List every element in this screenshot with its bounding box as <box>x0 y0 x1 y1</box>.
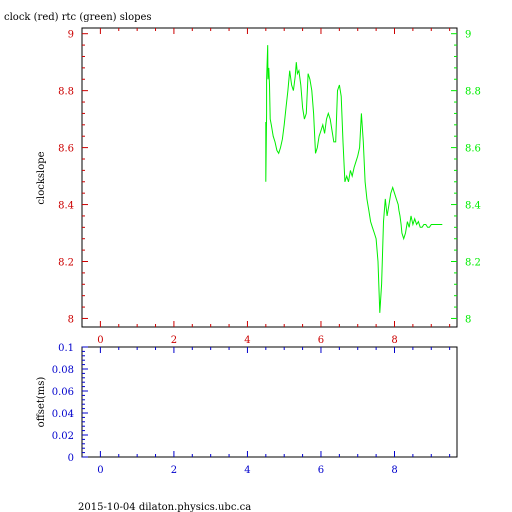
top-right-y-tick-label: 9 <box>465 30 471 41</box>
bottom-left-y-tick-label: 0 <box>68 453 74 464</box>
bottom-x-tick-label: 0 <box>97 465 103 476</box>
top-right-y-tick-label: 8 <box>465 314 471 325</box>
bottom-left-y-tick-label: 0.02 <box>52 431 74 442</box>
bottom-plot-panel: 0 2 4 6 8 0 0.02 0.04 0.06 0.08 0.1 offset(ms) <box>36 343 458 476</box>
top-x-tick-label: 6 <box>318 335 324 346</box>
rtc-slope-series-line <box>265 45 443 313</box>
top-right-y-tick-label: 8.2 <box>465 258 481 269</box>
bottom-left-y-tick-label: 0.06 <box>52 387 74 398</box>
top-left-y-tick-label: 8.8 <box>58 87 74 98</box>
bottom-plot-frame <box>81 346 458 458</box>
bottom-x-tick-label: 4 <box>244 465 250 476</box>
bottom-left-y-tick-label: 0.1 <box>58 343 74 354</box>
bottom-x-axis: 0 2 4 6 8 <box>97 347 451 476</box>
top-left-y-tick-label: 8.6 <box>58 144 74 155</box>
top-plot-frame <box>81 27 458 328</box>
bottom-x-tick-label: 6 <box>318 465 324 476</box>
top-y-axis-left: 8 8.2 8.4 8.6 8.8 9 <box>58 30 88 325</box>
chart-title: clock (red) rtc (green) slopes <box>4 12 152 23</box>
bottom-y-axis-left: 0 0.02 0.04 0.06 0.08 0.1 <box>52 343 88 464</box>
top-left-y-tick-label: 8.2 <box>58 258 74 269</box>
bottom-left-y-tick-label: 0.08 <box>52 365 74 376</box>
top-y-axis-label: clockslope <box>36 151 47 204</box>
top-x-tick-label: 4 <box>244 335 250 346</box>
top-right-y-tick-label: 8.8 <box>465 87 481 98</box>
top-y-axis-right: 8 8.2 8.4 8.6 8.8 9 <box>451 30 481 325</box>
top-left-y-tick-label: 8.4 <box>58 201 74 212</box>
top-right-y-tick-label: 8.6 <box>465 144 481 155</box>
bottom-x-tick-label: 8 <box>391 465 397 476</box>
top-left-y-tick-label: 8 <box>68 314 74 325</box>
top-x-tick-label: 8 <box>391 335 397 346</box>
bottom-left-y-tick-label: 0.04 <box>52 409 74 420</box>
footer-text: 2015-10-04 dilaton.physics.ubc.ca <box>78 502 251 512</box>
top-left-y-tick-label: 9 <box>68 30 74 41</box>
top-series-group <box>265 45 443 313</box>
top-right-y-tick-label: 8.4 <box>465 201 481 212</box>
top-plot-panel: 0 2 4 6 8 8 8.2 8.4 8.6 8.8 9 8 8.2 8.4 8.6 8.8 9 cloc… <box>36 27 481 346</box>
bottom-y-axis-label: offset(ms) <box>36 377 47 428</box>
top-x-tick-label: 2 <box>171 335 177 346</box>
top-x-tick-label: 0 <box>97 335 103 346</box>
bottom-x-tick-label: 2 <box>171 465 177 476</box>
top-x-axis: 0 2 4 6 8 <box>97 28 451 346</box>
